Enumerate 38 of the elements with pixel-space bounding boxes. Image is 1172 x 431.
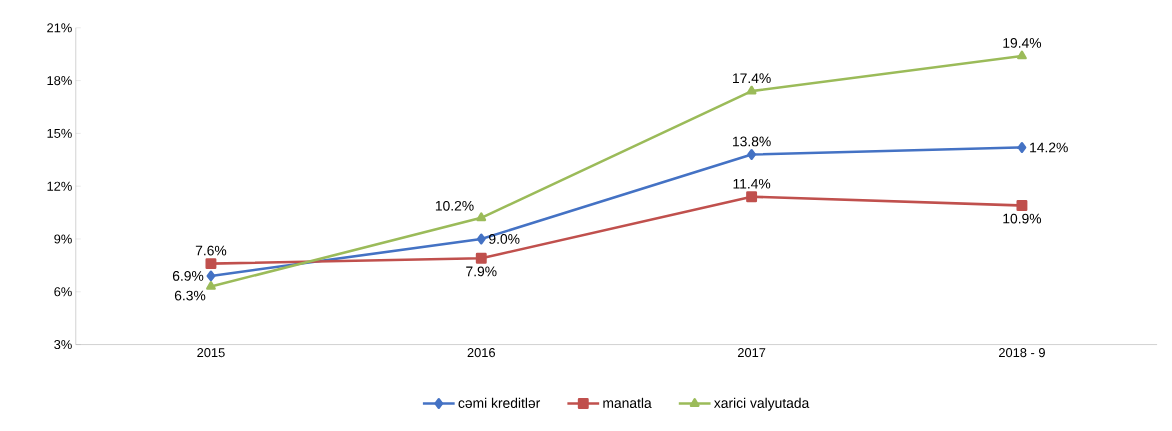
point: [746, 85, 757, 95]
y-tick-label: 3%: [54, 340, 72, 350]
point: [206, 270, 216, 282]
data-label: 17.4%: [733, 73, 771, 84]
point: [476, 212, 487, 222]
legend-label: manatla: [603, 397, 652, 409]
data-label: 6.3%: [174, 290, 206, 301]
data-label: 13.8%: [733, 136, 771, 147]
point: [1016, 200, 1028, 212]
point: [1017, 142, 1027, 153]
data-label: 10.2%: [435, 200, 474, 211]
data-label: 7.9%: [466, 266, 497, 277]
y-tick-label: 15%: [47, 128, 72, 138]
legend-label: cəmi kreditlər: [458, 397, 541, 409]
x-tick-label: 2015: [197, 348, 225, 358]
point: [747, 149, 757, 160]
data-label: 7.6%: [195, 245, 227, 256]
point: [746, 191, 758, 203]
x-tick-label: 2018 - 9: [999, 348, 1045, 358]
point: [1017, 50, 1027, 60]
y-tick-label: 18%: [47, 76, 72, 86]
data-label: 10.9%: [1003, 213, 1042, 224]
y-tick-label: 12%: [47, 181, 72, 191]
data-label: 14.2%: [1030, 142, 1068, 153]
y-tick-label: 21%: [47, 23, 72, 33]
legend-label: xarici valyutada: [714, 397, 810, 411]
data-label: 6.9%: [172, 271, 204, 281]
x-tick-label: 2016: [467, 348, 496, 358]
point: [205, 258, 217, 270]
x-tick-label: 2017: [737, 348, 766, 358]
point: [475, 252, 487, 264]
point: [476, 233, 486, 245]
data-label: 11.4%: [733, 178, 771, 189]
data-label: 19.4%: [1003, 38, 1042, 48]
y-tick-label: 9%: [54, 234, 72, 244]
point: [206, 281, 216, 290]
data-label: 9.0%: [489, 234, 520, 244]
y-tick-label: 6%: [54, 287, 72, 297]
